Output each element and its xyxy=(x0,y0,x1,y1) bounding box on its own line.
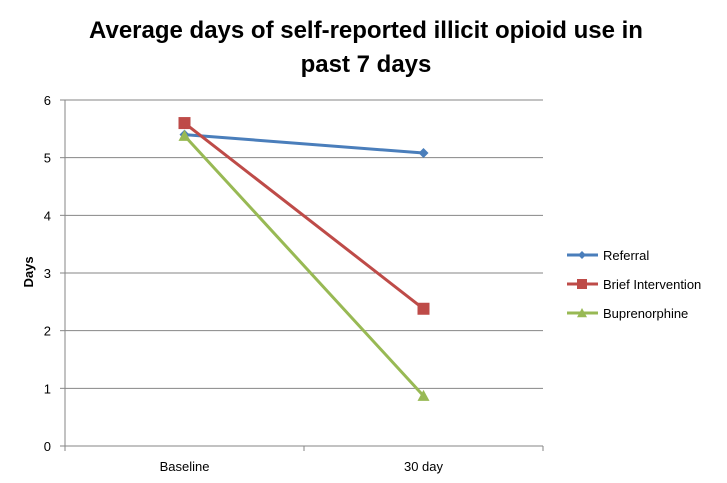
y-tick-label: 5 xyxy=(44,151,51,166)
legend-marker xyxy=(577,308,587,318)
legend-item: Buprenorphine xyxy=(567,306,688,321)
legend-marker xyxy=(577,279,587,289)
data-point xyxy=(417,389,430,401)
y-tick-label: 4 xyxy=(44,208,51,223)
series-line xyxy=(183,134,425,397)
legend-item: Brief Intervention xyxy=(567,277,701,292)
chart-title-line-2: past 7 days xyxy=(301,51,432,78)
chart-title-line-1: Average days of self-reported illicit op… xyxy=(89,17,643,44)
y-tick-label: 0 xyxy=(44,439,51,454)
series-brief-intervention xyxy=(178,117,430,315)
data-point xyxy=(417,302,430,315)
gridlines xyxy=(65,99,543,389)
legend-label: Buprenorphine xyxy=(603,306,688,321)
legend: Referral Brief Intervention Buprenorphine xyxy=(567,248,701,321)
y-tick-label: 6 xyxy=(44,93,51,108)
series-buprenorphine xyxy=(178,129,430,401)
y-tick-label: 1 xyxy=(44,381,51,396)
x-tick-labels: Baseline 30 day xyxy=(160,459,444,474)
series-lines xyxy=(178,117,430,401)
axes xyxy=(60,99,544,451)
series-line xyxy=(184,133,424,155)
data-point xyxy=(418,148,429,159)
legend-label: Referral xyxy=(603,248,649,263)
y-tick-label: 3 xyxy=(44,266,51,281)
legend-label: Brief Intervention xyxy=(603,277,701,292)
y-axis-label: Days xyxy=(21,256,36,287)
x-tick-label: Baseline xyxy=(160,459,210,474)
x-tick-label: 30 day xyxy=(404,459,444,474)
legend-marker xyxy=(578,251,586,259)
y-tick-label: 2 xyxy=(44,324,51,339)
series-referral xyxy=(179,129,429,159)
series-line xyxy=(183,121,425,310)
data-point xyxy=(178,129,191,141)
data-point xyxy=(178,117,191,130)
y-tick-labels: 0 1 2 3 4 5 6 xyxy=(44,93,51,454)
legend-item: Referral xyxy=(567,248,649,263)
